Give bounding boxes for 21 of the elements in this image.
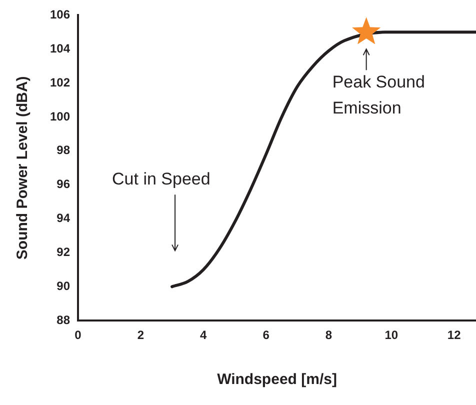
annotation: Cut in Speed [112, 170, 210, 189]
x-tick-label: 10 [384, 328, 398, 342]
y-tick-label: 94 [56, 211, 70, 226]
y-tick-label: 88 [56, 312, 70, 327]
x-tick-label: 2 [137, 328, 144, 342]
y-tick-label: 102 [50, 75, 70, 90]
y-tick-label: 92 [56, 245, 70, 260]
y-tick-label: 106 [50, 8, 70, 22]
x-tick-label: 4 [200, 328, 208, 342]
y-tick-label: 98 [56, 143, 70, 158]
y-axis-title: Sound Power Level (dBA) [14, 76, 32, 260]
x-tick-label: 0 [74, 328, 82, 342]
annotation: Peak Sound Emission [332, 72, 425, 118]
x-tick-label: 8 [325, 328, 332, 342]
x-axis-title: Windspeed [m/s] [217, 371, 337, 388]
x-tick-label: 6 [262, 328, 270, 342]
y-tick-label: 96 [56, 177, 70, 192]
y-tick-label: 104 [50, 41, 70, 56]
y-tick-label: 100 [50, 109, 70, 124]
x-tick-label: 12 [447, 328, 462, 342]
y-tick-label: 90 [56, 278, 70, 293]
